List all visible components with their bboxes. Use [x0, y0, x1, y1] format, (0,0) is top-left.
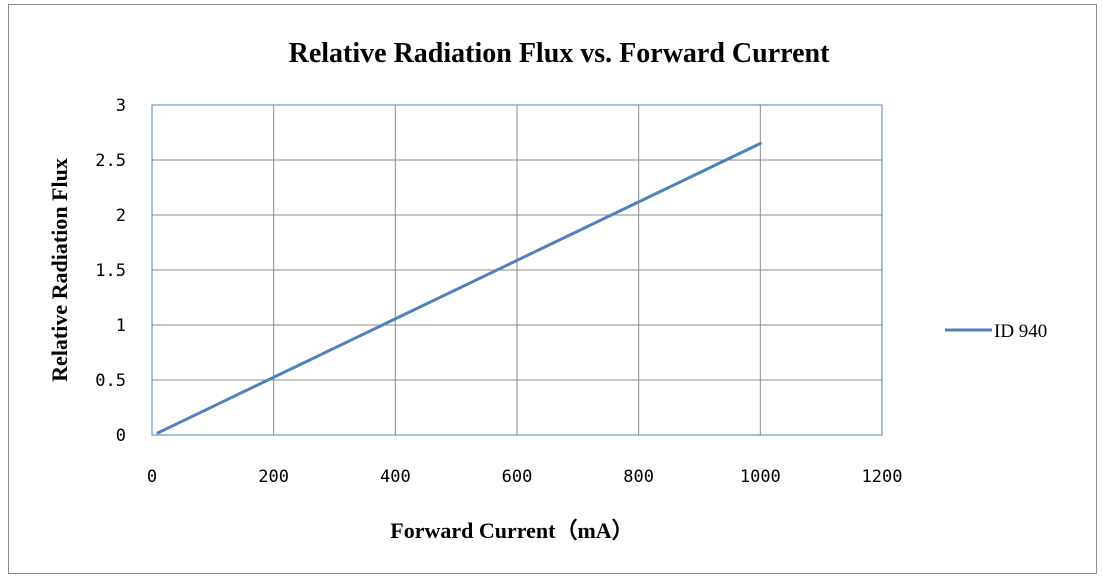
y-tick-label: 1.5	[95, 261, 126, 281]
chart-frame	[8, 4, 1097, 574]
x-tick-label: 1000	[740, 467, 781, 487]
series-layer	[156, 142, 762, 435]
x-tick-label: 0	[147, 467, 157, 487]
plot-area-border	[151, 104, 883, 436]
x-axis-title: Forward Current（mA）	[390, 518, 633, 543]
y-tick-label: 0	[116, 426, 126, 446]
x-tick-labels: 0 200 400 600 800 1000 1200	[147, 467, 903, 487]
y-axis-title: Relative Radiation Flux	[47, 158, 72, 382]
chart-title: Relative Radiation Flux vs. Forward Curr…	[289, 38, 830, 69]
x-tick-label: 1200	[862, 467, 903, 487]
grid	[151, 104, 883, 436]
legend: ID 940	[945, 321, 1047, 342]
y-tick-label: 2.5	[95, 151, 126, 171]
x-tick-label: 600	[502, 467, 533, 487]
y-tick-label: 0.5	[95, 371, 126, 391]
y-tick-label: 1	[116, 316, 126, 336]
x-tick-label: 200	[258, 467, 289, 487]
legend-label-id-940: ID 940	[994, 321, 1047, 342]
x-tick-label: 800	[623, 467, 654, 487]
series-line-id-940	[156, 142, 762, 435]
y-tick-labels: 0 0.5 1 1.5 2 2.5 3	[95, 96, 126, 446]
y-tick-label: 3	[116, 96, 126, 116]
x-tick-label: 400	[380, 467, 411, 487]
y-tick-label: 2	[116, 206, 126, 226]
